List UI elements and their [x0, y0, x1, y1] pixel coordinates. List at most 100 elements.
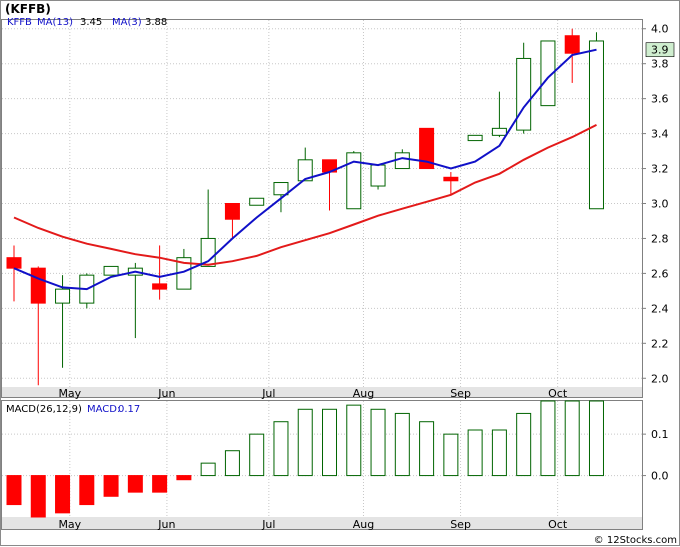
macd-legend-value: 0.17: [118, 404, 140, 415]
macd-bar: [346, 404, 362, 477]
macd-bar: [394, 412, 410, 477]
ma3-line: [13, 48, 597, 291]
candle: [297, 147, 313, 182]
macd-bar: [249, 433, 265, 477]
candle: [6, 245, 22, 302]
price-x-tick-label: Sep: [450, 387, 471, 400]
last-price-label: 3.9: [651, 44, 669, 57]
macd-bar: [322, 408, 338, 477]
candle-body: [370, 164, 386, 187]
candle-body: [249, 197, 265, 206]
macd-x-axis-band: [2, 517, 642, 529]
ma13-line: [13, 124, 597, 266]
macd-bar: [297, 408, 313, 477]
price-grid: [2, 20, 642, 387]
price-x-axis-band: [2, 387, 642, 397]
candle: [491, 91, 507, 138]
candle-body: [467, 134, 483, 142]
macd-bar: [419, 421, 435, 477]
macd-bar: [224, 450, 240, 477]
macd-y-tick-label: 0.1: [651, 428, 669, 441]
macd-bar: [443, 433, 459, 477]
macd-x-tick-label: Jun: [157, 518, 175, 531]
macd-bar: [55, 475, 71, 514]
candle-body: [419, 127, 435, 170]
macd-bar: [516, 412, 532, 477]
macd-bar: [588, 400, 604, 477]
macd-y-axis-ticks: 0.1 0.0: [642, 428, 669, 483]
candle-body: [152, 283, 168, 290]
macd-bar: [30, 475, 46, 518]
candle: [540, 40, 556, 107]
last-price-box: [645, 42, 675, 58]
candle-body: [30, 267, 46, 304]
macd-bar: [273, 421, 289, 477]
macd-bar: [103, 475, 119, 497]
macd-bar: [6, 475, 22, 506]
price-panel-border: [1, 19, 643, 398]
macd-bar: [491, 429, 507, 477]
price-x-tick-label: Aug: [353, 387, 374, 400]
candle-body: [540, 40, 556, 107]
price-x-tick-label: Oct: [548, 387, 568, 400]
macd-legend-value-label: MACD:: [87, 404, 120, 415]
candle-body: [491, 127, 507, 136]
price-y-tick-label: 2.2: [651, 337, 669, 350]
price-y-tick-label: 3.6: [651, 93, 669, 106]
price-x-tick-label: May: [58, 387, 81, 400]
macd-legend-label: MACD(26,12,9): [6, 404, 82, 415]
candle-body: [588, 40, 604, 210]
price-x-axis-labels: May Jun Jul Aug Sep Oct: [58, 387, 567, 400]
candle: [55, 275, 71, 368]
candle: [467, 134, 483, 142]
candle-body: [516, 57, 532, 131]
macd-bar: [127, 475, 143, 493]
price-y-axis-ticks: 4.0 3.8 3.6 3.4 3.2 3.0 2.8 2.6 2.4 2.2 2.0: [642, 23, 669, 385]
candle-body: [346, 152, 362, 210]
candle-body: [6, 257, 22, 269]
candle: [564, 28, 580, 83]
macd-bar: [540, 400, 556, 477]
candle: [103, 265, 119, 276]
candle-body: [103, 265, 119, 276]
macd-bar: [370, 408, 386, 477]
price-y-tick-label: 3.2: [651, 163, 669, 176]
price-x-tick-label: Jun: [157, 387, 175, 400]
macd-histogram-bars: [6, 400, 604, 518]
macd-x-tick-label: May: [58, 518, 81, 531]
candle: [224, 203, 240, 239]
price-x-tick-label: Jul: [261, 387, 275, 400]
candle: [346, 151, 362, 210]
candle-body: [200, 237, 216, 267]
last-price-marker: 3.9: [645, 42, 675, 58]
price-legend: KFFB MA(13) 3.45 MA(3) 3.88: [7, 17, 167, 28]
price-y-tick-label: 2.4: [651, 302, 669, 315]
candle: [370, 164, 386, 190]
legend-ma13-label: MA(13): [37, 17, 73, 28]
macd-panel-border: [1, 400, 643, 530]
candle: [588, 32, 604, 210]
candle-body: [273, 182, 289, 196]
price-y-tick-label: 3.0: [651, 198, 669, 211]
macd-bar: [467, 429, 483, 477]
price-y-tick-label: 2.8: [651, 232, 669, 245]
legend-ma13-value: 3.45: [80, 17, 102, 28]
candle: [79, 273, 95, 309]
price-y-tick-label: 3.8: [651, 58, 669, 71]
macd-bar: [200, 462, 216, 477]
macd-bar: [79, 475, 95, 506]
macd-bar: [176, 475, 192, 481]
candle-body: [55, 288, 71, 304]
price-y-tick-label: 3.4: [651, 128, 669, 141]
macd-x-axis-labels: May Jun Jul Aug Sep Oct: [58, 518, 567, 531]
candle: [419, 127, 435, 170]
candle: [200, 189, 216, 267]
candle: [249, 197, 265, 206]
chart-title: (KFFB): [5, 2, 51, 16]
candle-body: [564, 35, 580, 54]
legend-ma3-value: 3.88: [145, 17, 167, 28]
macd-bar: [564, 400, 580, 477]
legend-ticker: KFFB: [7, 17, 32, 28]
